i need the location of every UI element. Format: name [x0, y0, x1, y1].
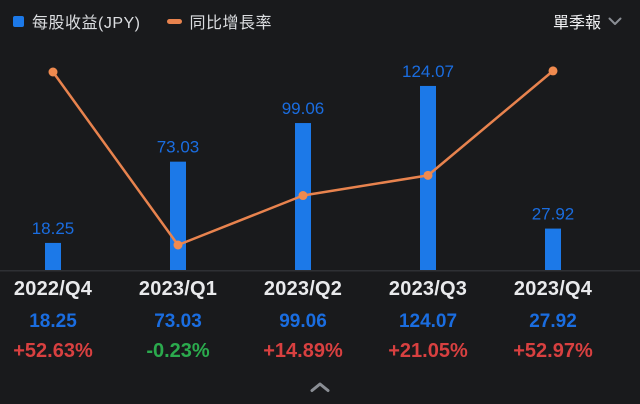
eps-bar	[545, 228, 561, 270]
period-label: 2023/Q2	[263, 278, 343, 300]
growth-point	[173, 240, 183, 250]
quarter-column[interactable]: 2023/Q3 124.07 +21.05%	[364, 277, 492, 363]
report-period-selector[interactable]: 單季報	[553, 9, 622, 33]
growth-value: +52.97%	[513, 340, 593, 362]
eps-bar-value-label: 124.07	[402, 62, 454, 81]
growth-point	[298, 191, 308, 201]
line-series-swatch-icon	[166, 18, 182, 24]
eps-bar-value-label: 18.25	[32, 219, 75, 238]
eps-growth-chart[interactable]: 18.25 73.03 99.06 124.07 27.92	[0, 36, 640, 278]
quarter-data-table: 2022/Q4 18.25 +52.63% 2023/Q1 73.03 -0.23% 202…	[0, 277, 640, 373]
eps-value: 124.07	[398, 311, 458, 332]
chevron-up-icon[interactable]	[309, 382, 331, 393]
eps-bar-value-label: 99.06	[282, 99, 325, 118]
growth-value: +14.89%	[263, 340, 343, 362]
growth-value: -0.23%	[146, 340, 210, 362]
eps-bar-value-label: 27.92	[532, 205, 575, 224]
period-label: 2022/Q4	[13, 278, 93, 300]
report-period-label: 單季報	[552, 15, 601, 32]
period-label: 2023/Q3	[388, 278, 468, 300]
eps-value: 73.03	[154, 311, 202, 332]
eps-value: 27.92	[529, 311, 577, 332]
legend-growth-label: 同比增長率	[189, 15, 273, 32]
growth-point	[423, 170, 433, 180]
legend-item-growth: 同比增長率	[166, 9, 273, 33]
quarter-column[interactable]: 2023/Q2 99.06 +14.89%	[239, 277, 367, 363]
period-label: 2023/Q4	[513, 278, 593, 300]
eps-bar	[45, 242, 61, 270]
growth-point	[548, 66, 558, 76]
chart-header: 每股收益(JPY) 同比增長率 單季報	[0, 0, 640, 42]
growth-point	[48, 67, 58, 77]
quarter-column[interactable]: 2023/Q1 73.03 -0.23%	[114, 277, 242, 363]
eps-bar	[170, 161, 186, 270]
chart-legend: 每股收益(JPY) 同比增長率	[13, 9, 272, 33]
legend-item-eps: 每股收益(JPY)	[13, 9, 141, 33]
quarter-column[interactable]: 2023/Q4 27.92 +52.97%	[489, 277, 617, 363]
bar-series-swatch-icon	[13, 15, 24, 27]
growth-value: +21.05%	[388, 340, 468, 362]
eps-value: 99.06	[279, 311, 327, 332]
chevron-down-icon	[608, 17, 622, 26]
growth-value: +52.63%	[13, 340, 93, 362]
eps-value: 18.25	[29, 311, 77, 332]
period-label: 2023/Q1	[138, 278, 218, 300]
eps-bar-value-label: 73.03	[157, 138, 200, 157]
legend-eps-label: 每股收益(JPY)	[32, 15, 141, 32]
quarter-column[interactable]: 2022/Q4 18.25 +52.63%	[0, 277, 117, 363]
